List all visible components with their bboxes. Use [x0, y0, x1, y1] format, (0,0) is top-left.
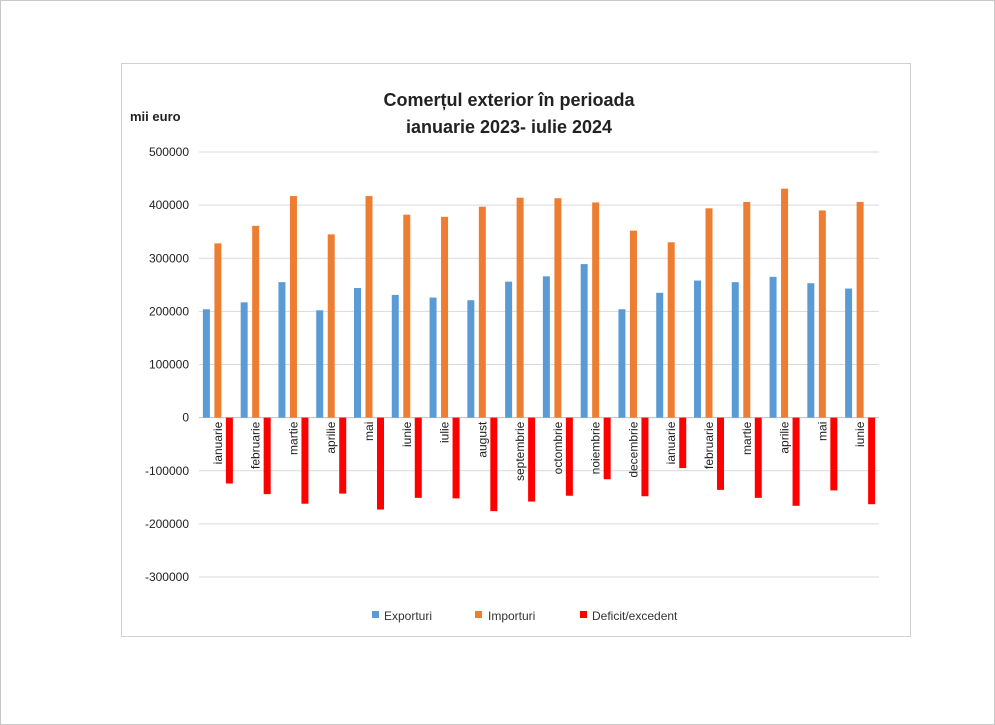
category-label: ianuarie: [664, 421, 678, 464]
y-tick-label: 0: [182, 411, 189, 425]
bar-importuri: [818, 210, 826, 418]
bar-deficit: [377, 417, 384, 510]
category-label: noiembrie: [589, 421, 603, 474]
category-label: mai: [815, 422, 829, 441]
bar-deficit: [490, 417, 498, 512]
category-label: iulie: [438, 421, 452, 443]
legend-label-deficit: Deficit/excedent: [592, 609, 678, 623]
category-label: aprilie: [324, 421, 338, 453]
bar-deficit: [868, 417, 876, 505]
category-label: mai: [362, 422, 376, 441]
bar-importuri: [365, 196, 373, 418]
bar-importuri: [516, 197, 524, 418]
bar-importuri: [327, 234, 335, 418]
bar-importuri: [252, 225, 260, 418]
y-tick-label: 200000: [149, 304, 189, 318]
bar-deficit: [717, 417, 724, 490]
category-label: decembrie: [626, 421, 640, 477]
bar-exporturi: [354, 288, 361, 418]
legend-swatch-deficit: [580, 611, 587, 618]
category-label: septembrie: [513, 421, 527, 481]
bar-importuri: [289, 196, 297, 418]
y-tick-label: -300000: [145, 570, 189, 584]
bar-exporturi: [391, 294, 399, 418]
bar-deficit: [754, 417, 762, 498]
bar-deficit: [414, 417, 422, 498]
bar-importuri: [478, 206, 486, 418]
y-tick-label: -100000: [145, 464, 189, 478]
legend: Exporturi Importuri Deficit/excedent: [372, 609, 678, 623]
bar-exporturi: [316, 310, 324, 418]
chart-subtitle: ianuarie 2023- iulie 2024: [406, 117, 612, 137]
bar-deficit: [263, 417, 271, 495]
legend-swatch-importuri: [475, 611, 482, 618]
category-label: martie: [286, 421, 300, 455]
legend-swatch-exporturi: [372, 611, 379, 618]
category-label: februarie: [249, 421, 263, 469]
bar-exporturi: [845, 288, 853, 418]
bar-exporturi: [240, 302, 248, 418]
legend-label-importuri: Importuri: [488, 609, 535, 623]
bar-importuri: [743, 201, 751, 418]
category-label: februarie: [702, 421, 716, 469]
category-label: martie: [740, 421, 754, 455]
bar-exporturi: [467, 300, 475, 418]
y-tick-label: 400000: [149, 198, 189, 212]
bar-deficit: [452, 417, 460, 499]
bar-exporturi: [618, 309, 626, 418]
category-label: octombrie: [551, 421, 565, 474]
bar-deficit: [830, 417, 838, 491]
bar-importuri: [554, 198, 562, 418]
bar-exporturi: [429, 297, 437, 418]
bar-exporturi: [769, 276, 777, 418]
y-tick-label: 500000: [149, 145, 189, 159]
chart-title: Comerțul exterior în perioada: [383, 90, 635, 110]
category-labels: ianuarie februarie martie aprilie mai iunie iu…: [211, 421, 867, 481]
bar-exporturi: [694, 280, 701, 418]
category-label: iunie: [853, 421, 867, 447]
grid-lines: [199, 151, 879, 578]
bar-importuri: [705, 208, 713, 418]
bar-importuri: [403, 214, 411, 418]
bar-deficit: [339, 417, 347, 494]
y-axis-unit-label: mii euro: [130, 109, 181, 124]
bar-importuri: [214, 243, 222, 418]
bar-importuri: [667, 242, 675, 418]
bar-deficit: [565, 417, 573, 496]
bar-exporturi: [278, 282, 286, 418]
category-label: iunie: [400, 421, 414, 447]
bar-deficit: [301, 417, 309, 504]
y-tick-label: 300000: [149, 251, 189, 265]
bar-deficit: [679, 417, 687, 469]
y-axis-ticks: 500000 400000 300000 200000 100000 0 -100000 -2…: [145, 145, 189, 584]
bar-importuri: [592, 202, 600, 418]
y-tick-label: -200000: [145, 517, 189, 531]
bar-importuri: [781, 188, 789, 418]
bar-deficit: [641, 417, 649, 497]
y-tick-label: 100000: [149, 358, 189, 372]
bar-importuri: [441, 216, 449, 418]
bar-deficit: [603, 417, 611, 480]
bar-exporturi: [580, 264, 588, 418]
bar-exporturi: [731, 282, 739, 418]
legend-label-exporturi: Exporturi: [384, 609, 432, 623]
bar-exporturi: [656, 292, 664, 418]
category-label: ianuarie: [211, 421, 225, 464]
bar-deficit: [225, 417, 233, 484]
bar-deficit: [792, 417, 800, 506]
bar-exporturi: [202, 309, 210, 418]
bar-exporturi: [542, 276, 550, 418]
bar-importuri: [856, 201, 864, 418]
bar-deficit: [528, 417, 536, 502]
bars: [202, 188, 876, 512]
category-label: aprilie: [778, 421, 792, 453]
bar-importuri: [629, 230, 637, 418]
category-label: august: [475, 421, 489, 458]
bar-exporturi: [807, 283, 815, 418]
bar-exporturi: [505, 281, 513, 418]
